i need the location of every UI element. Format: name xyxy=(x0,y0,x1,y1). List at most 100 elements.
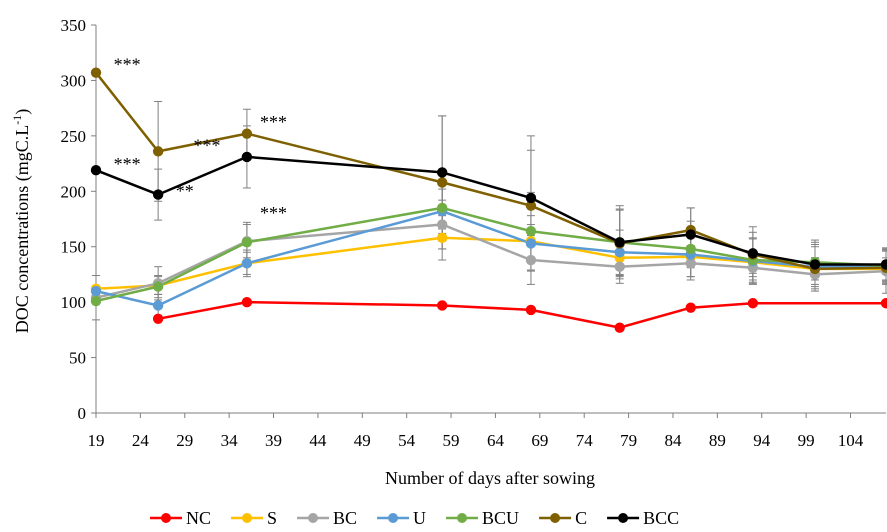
data-point-bcu xyxy=(685,243,696,255)
y-tick-label: 50 xyxy=(69,349,86,368)
legend-swatch-marker xyxy=(388,513,399,523)
y-tick-label: 300 xyxy=(61,71,87,90)
y-tick-label: 350 xyxy=(61,16,87,35)
x-tick-label: 59 xyxy=(443,431,460,450)
legend-swatch-marker xyxy=(550,513,561,523)
data-point-u xyxy=(152,300,164,311)
data-point-bcc xyxy=(525,192,537,204)
y-tick-label: 250 xyxy=(61,127,87,146)
y-tick-label: 150 xyxy=(61,238,87,257)
data-point-bcu xyxy=(436,202,448,214)
data-point-u xyxy=(614,247,625,258)
series-line-c xyxy=(95,71,887,271)
legend-label: BC xyxy=(333,508,357,528)
legend-label: BCC xyxy=(643,508,679,528)
data-point-bc xyxy=(685,258,696,269)
series-points xyxy=(90,67,887,333)
significance-marker: *** xyxy=(260,112,287,132)
significance-marker: *** xyxy=(114,154,141,174)
significance-marker: *** xyxy=(114,54,141,74)
data-point-bcc xyxy=(880,259,887,270)
x-tick-label: 24 xyxy=(132,431,150,450)
data-point-bcc xyxy=(614,237,625,248)
data-point-c xyxy=(436,177,448,188)
x-tick-label: 94 xyxy=(753,431,771,450)
x-tick-label: 54 xyxy=(398,431,416,450)
data-point-bcu xyxy=(525,225,537,237)
series-line-bc xyxy=(95,223,887,299)
series-lines xyxy=(95,71,887,329)
legend-swatch-marker xyxy=(457,513,468,523)
x-tick-label: 74 xyxy=(576,431,594,450)
significance-annotations: ***************** xyxy=(114,54,287,223)
data-point-bcc xyxy=(90,165,102,176)
data-point-bcc xyxy=(685,229,696,240)
data-point-c xyxy=(525,200,537,211)
x-tick-label: 89 xyxy=(709,431,726,450)
x-tick-label: 99 xyxy=(798,431,815,450)
series-line-bcc xyxy=(95,155,886,266)
error-bars xyxy=(92,100,887,321)
data-point-bcu xyxy=(152,281,164,292)
y-axis-title: DOC concentrations (mgC.L-1) xyxy=(10,109,33,333)
legend-label: NC xyxy=(186,508,211,528)
y-tick-label: 0 xyxy=(78,404,87,423)
data-point-bc xyxy=(436,219,448,230)
data-point-u xyxy=(90,285,102,297)
x-tick-label: 64 xyxy=(487,431,505,450)
data-point-bc xyxy=(525,254,537,266)
x-axis: 19 24 29 34 39 44 49 54 59 64 69 74 79 84 89 94 99 104 xyxy=(88,412,886,450)
significance-marker: *** xyxy=(193,135,220,155)
legend-swatch-marker xyxy=(618,513,629,523)
data-point-bcc xyxy=(747,248,759,259)
x-tick-label: 84 xyxy=(664,431,682,450)
x-tick-label: 19 xyxy=(88,431,105,450)
data-point-nc xyxy=(152,313,164,324)
y-tick-label: 100 xyxy=(61,293,87,312)
data-point-bcc xyxy=(241,151,253,163)
x-tick-label: 49 xyxy=(354,431,371,450)
x-tick-label: 104 xyxy=(838,431,864,450)
legend-swatch-marker xyxy=(161,513,171,523)
y-tick-label: 200 xyxy=(61,182,87,201)
data-point-nc xyxy=(241,296,253,308)
data-point-c xyxy=(152,146,164,157)
y-axis-title-close: ) xyxy=(12,109,33,115)
data-point-nc xyxy=(436,300,448,311)
significance-marker: *** xyxy=(260,203,287,223)
legend-swatch-marker xyxy=(242,513,253,523)
data-point-bcc xyxy=(809,259,821,270)
x-axis-title: Number of days after sowing xyxy=(385,468,595,488)
data-point-nc xyxy=(880,298,887,309)
data-point-c xyxy=(90,67,102,78)
data-point-nc xyxy=(614,322,625,333)
data-point-u xyxy=(525,238,537,249)
y-axis-title-superscript: -1 xyxy=(10,115,24,125)
data-point-nc xyxy=(747,298,759,309)
legend-label: BCU xyxy=(482,508,519,528)
data-point-s xyxy=(436,232,448,244)
data-point-bcc xyxy=(152,189,164,200)
legend-label: U xyxy=(413,508,426,528)
data-point-u xyxy=(241,258,253,269)
significance-marker: ** xyxy=(176,181,194,201)
x-tick-label: 29 xyxy=(176,431,193,450)
series-line-bcu xyxy=(95,206,887,303)
legend-swatch-marker xyxy=(308,513,319,523)
series-line-u xyxy=(95,209,886,307)
data-point-nc xyxy=(685,302,696,313)
series-line-nc xyxy=(157,300,886,329)
data-point-bcu xyxy=(241,237,253,248)
data-point-bcc xyxy=(436,167,448,178)
legend: NC S BC U BCU C BCC xyxy=(150,508,679,528)
data-point-bcu xyxy=(90,295,102,307)
y-axis-title-text: DOC concentrations (mgC.L xyxy=(12,125,33,333)
y-axis: 0 50 100 150 200 250 300 350 xyxy=(61,16,97,423)
series-line-s xyxy=(95,236,886,291)
x-tick-label: 79 xyxy=(620,431,637,450)
x-tick-label: 44 xyxy=(309,431,327,450)
x-tick-label: 69 xyxy=(531,431,548,450)
data-point-bc xyxy=(614,261,625,272)
legend-label: S xyxy=(267,508,277,528)
